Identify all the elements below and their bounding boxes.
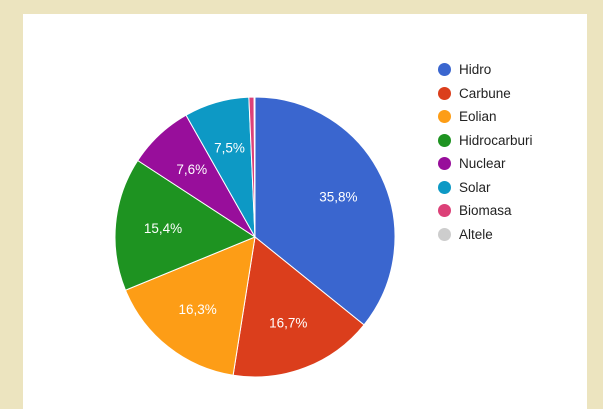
pie-label-nuclear: 7,6% [176, 162, 207, 177]
legend-item-carbune: Carbune [438, 82, 533, 106]
legend-label: Eolian [459, 109, 497, 125]
pie-slice-eolian [124, 236, 256, 376]
legend-item-hidro: Hidro [438, 58, 533, 82]
legend-swatch [438, 180, 451, 194]
legend-item-altele: Altele [438, 223, 533, 247]
legend-item-hidrocarburi: Hidrocarburi [438, 129, 533, 153]
legend-label: Nuclear [459, 156, 506, 172]
legend-swatch [438, 204, 451, 218]
pie-slices [114, 96, 396, 378]
legend-item-nuclear: Nuclear [438, 152, 533, 176]
legend-item-biomasa: Biomasa [438, 199, 533, 223]
legend-swatch [438, 110, 451, 124]
pie-slice-hidro [254, 96, 396, 326]
legend-swatch [438, 157, 451, 171]
legend-item-eolian: Eolian [438, 105, 533, 129]
pie-label-carbune: 16,7% [269, 316, 307, 331]
pie-slice-altele [253, 96, 256, 238]
pie-slice-hidrocarburi [114, 159, 257, 291]
legend-label: Solar [459, 179, 491, 195]
pie-chart: 35,8% 16,7% 16,3% 15,4% 7,6% 7,5% [114, 96, 396, 378]
legend-label: Altele [459, 226, 493, 242]
legend-label: Hidro [459, 62, 492, 78]
pie-label-solar: 7,5% [214, 141, 245, 156]
legend-swatch [438, 227, 451, 241]
chart-card: 35,8% 16,7% 16,3% 15,4% 7,6% 7,5% Hidro Carbun… [23, 14, 587, 409]
legend-item-solar: Solar [438, 176, 533, 200]
pie-labels: 35,8% 16,7% 16,3% 15,4% 7,6% 7,5% [144, 141, 358, 331]
pie-label-hidrocarburi: 15,4% [144, 221, 182, 236]
legend-label: Biomasa [459, 203, 512, 219]
legend-label: Carbune [459, 85, 511, 101]
pie-slice-carbune [232, 236, 365, 378]
legend-swatch [438, 63, 451, 77]
pie-label-hidro: 35,8% [319, 190, 357, 205]
legend-swatch [438, 133, 451, 147]
legend-label: Hidrocarburi [459, 132, 533, 148]
legend-swatch [438, 86, 451, 100]
chart-legend: Hidro Carbune Eolian Hidrocarburi Nuclear Sol… [438, 58, 533, 246]
pie-label-eolian: 16,3% [179, 302, 217, 317]
